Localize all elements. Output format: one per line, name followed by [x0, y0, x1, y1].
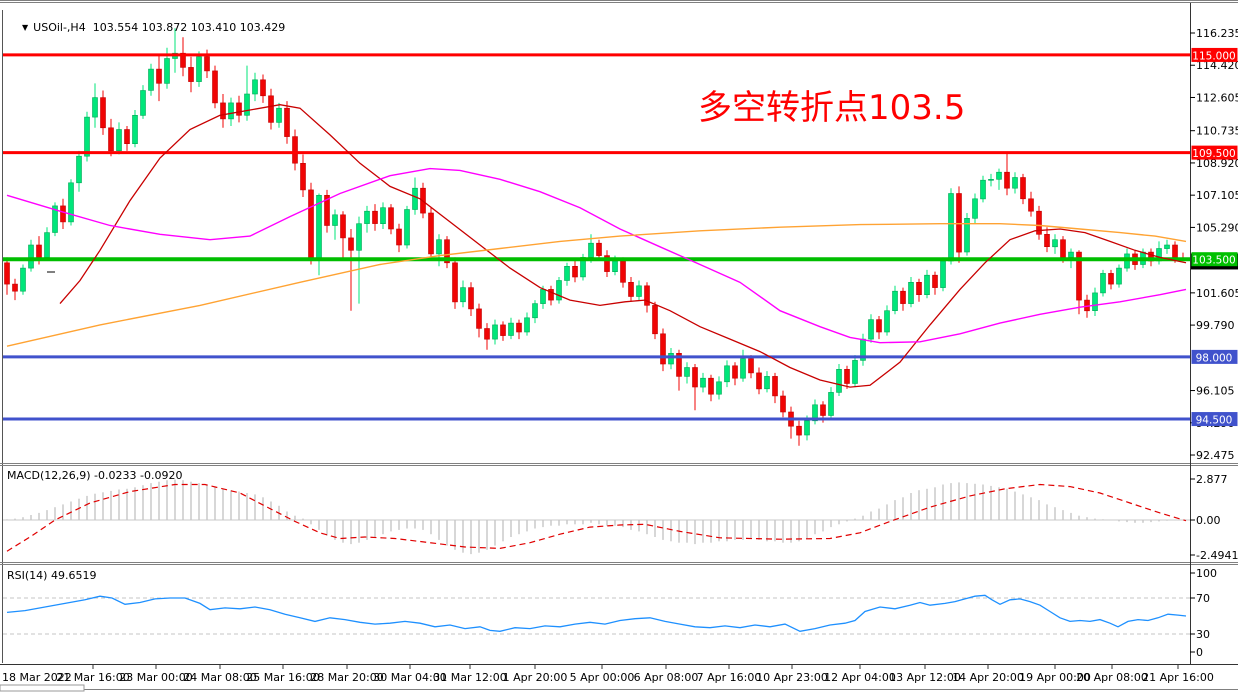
macd-scale-1: 0.00: [1196, 514, 1221, 527]
time-label: 6 Apr 08:00: [634, 671, 699, 684]
price-badge-109.500: [1191, 145, 1238, 160]
price-label-101.605: 101.605: [1196, 287, 1238, 300]
time-label: 13 Apr 12:00: [889, 671, 961, 684]
price-badge-98.000: [1191, 349, 1238, 364]
rsi-scale-2: 30: [1196, 628, 1210, 641]
time-label: 1 Apr 20:00: [503, 671, 568, 684]
macd-name: MACD(12,26,9): [7, 469, 91, 482]
macd-histogram: [6, 479, 1184, 555]
rsi-value: 49.6519: [50, 569, 97, 582]
time-label: 18 Mar 2022: [2, 671, 72, 684]
ma-slow-orange: [6, 222, 1187, 347]
time-label: 19 Apr 00:00: [1019, 671, 1091, 684]
price-label-112.605: 112.605: [1196, 91, 1238, 104]
svg-text:115.000: 115.000: [1192, 50, 1235, 62]
h-scrollbar-thumb: [0, 684, 85, 692]
svg-text:94.500: 94.500: [1196, 415, 1233, 427]
rsi-name: RSI(14): [7, 569, 48, 582]
macd-signal-value: -0.0920: [140, 469, 183, 482]
time-label: 30 Mar 04:00: [373, 671, 446, 684]
bar-open-value: 103.554: [92, 21, 139, 34]
macd-scale-0: 2.877: [1196, 473, 1228, 486]
time-label: 12 Apr 04:00: [824, 671, 896, 684]
time-label: 7 Apr 16:00: [697, 671, 762, 684]
macd-main-value: -0.0233: [94, 469, 137, 482]
bar-high-value: 103.872: [141, 21, 188, 34]
price-badge-115.000: [1191, 47, 1238, 62]
price-label-108.920: 108.920: [1196, 157, 1238, 170]
price-badge-94.500: [1191, 412, 1238, 427]
time-label: 31 Mar 12:00: [433, 671, 506, 684]
time-label: 10 Apr 23:00: [756, 671, 828, 684]
time-label: 20 Apr 08:00: [1076, 671, 1148, 684]
time-label: 28 Mar 20:00: [310, 671, 383, 684]
time-label: 5 Apr 00:00: [570, 671, 635, 684]
svg-text:98.000: 98.000: [1196, 352, 1233, 364]
ma-fast-crimson: [59, 104, 1187, 388]
price-label-99.790: 99.790: [1196, 319, 1235, 332]
price-label-110.735: 110.735: [1196, 125, 1238, 138]
price-label-114.420: 114.420: [1196, 59, 1238, 72]
rsi-scale-1: 70: [1196, 592, 1210, 605]
macd-scale-2: -2.4941: [1196, 549, 1238, 562]
price-badge-103.500: [1191, 252, 1238, 267]
price-label-105.290: 105.290: [1196, 221, 1238, 234]
symbol-timeframe-label: USOil-,H4: [33, 21, 86, 34]
time-label: 21 Apr 16:00: [1142, 671, 1214, 684]
svg-text:109.500: 109.500: [1192, 148, 1235, 160]
price-label-107.105: 107.105: [1196, 189, 1238, 202]
candles: [4, 28, 1186, 446]
rsi-scale-3: 0: [1196, 646, 1203, 659]
price-label-96.105: 96.105: [1196, 385, 1235, 398]
time-label: 21 Mar 16:00: [56, 671, 129, 684]
bar-low-value: 103.410: [190, 21, 237, 34]
price-label-116.235: 116.235: [1196, 27, 1238, 40]
collapse-chevron-icon[interactable]: ▼: [22, 23, 29, 32]
bar-close-value: 103.429: [239, 21, 286, 34]
rsi-line: [6, 594, 1187, 632]
time-label: 23 Mar 00:00: [119, 671, 192, 684]
svg-text:103.500: 103.500: [1192, 255, 1235, 267]
macd-signal-line: [6, 483, 1187, 552]
time-label: 25 Mar 16:00: [246, 671, 319, 684]
chart-legend: ▼ USOil-,H4 103.554 103.872 103.410 103.4…: [8, 8, 285, 47]
time-label: 24 Mar 08:00: [183, 671, 256, 684]
price-label-92.475: 92.475: [1196, 449, 1235, 462]
annotation-text: 多空转折点103.5: [698, 88, 966, 128]
ma-mid-magenta: [6, 167, 1187, 344]
rsi-scale-0: 100: [1196, 567, 1217, 580]
rsi-indicator-label: RSI(14) 49.6519: [7, 569, 96, 582]
time-label: 14 Apr 20:00: [952, 671, 1024, 684]
macd-indicator-label: MACD(12,26,9) -0.0233 -0.0920: [7, 469, 182, 482]
